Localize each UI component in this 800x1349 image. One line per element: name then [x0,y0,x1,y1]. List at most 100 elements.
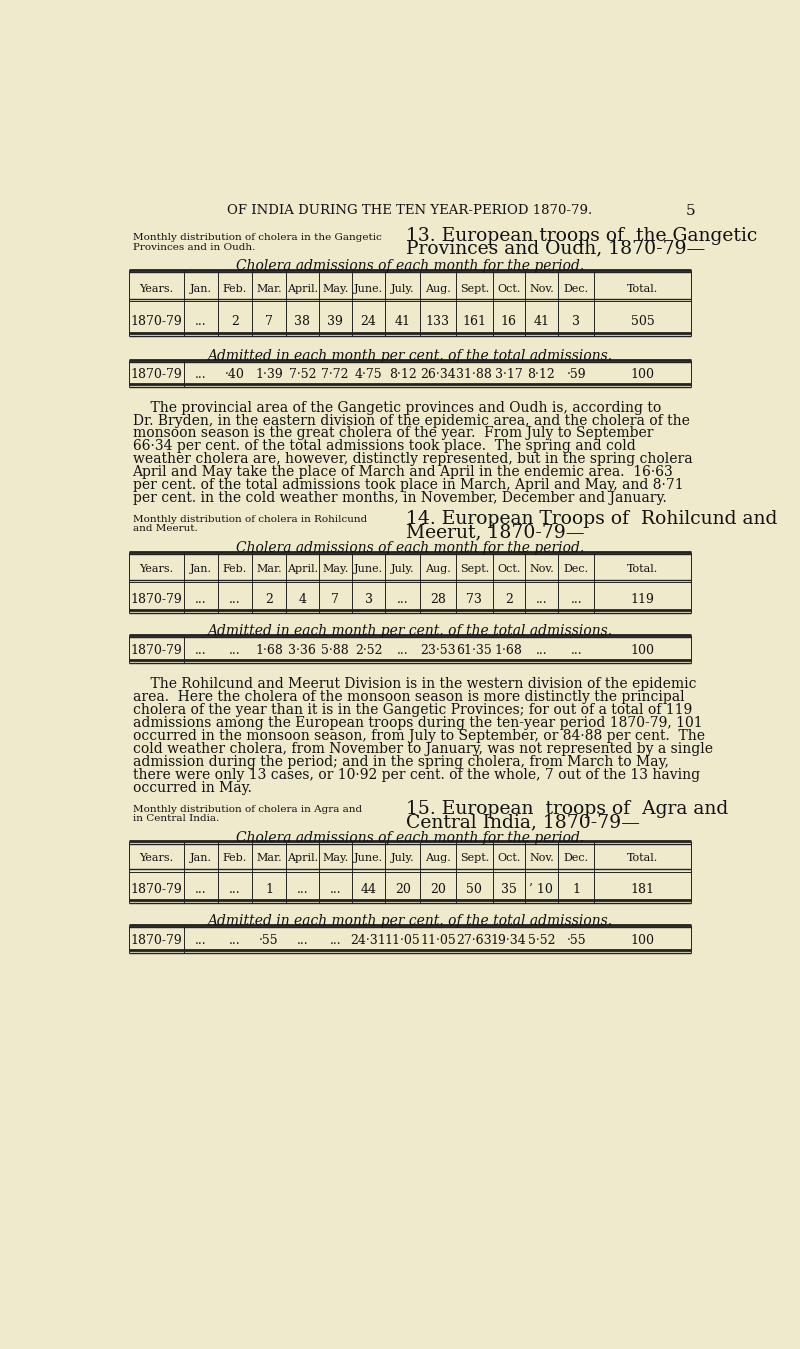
Text: Years.: Years. [139,283,174,294]
Text: Meerut, 1870-79—: Meerut, 1870-79— [406,523,585,541]
Text: 50: 50 [466,882,482,896]
Text: 1870-79: 1870-79 [130,643,182,657]
Text: 66·34 per cent. of the total admissions took place.  The spring and cold: 66·34 per cent. of the total admissions … [133,440,635,453]
Text: 2: 2 [231,314,238,328]
Text: ·40: ·40 [225,368,245,380]
Text: Jan.: Jan. [190,854,212,863]
Text: 7·72: 7·72 [322,368,349,380]
Text: 1: 1 [572,882,580,896]
Text: Years.: Years. [139,564,174,573]
Text: Total.: Total. [627,283,658,294]
Text: 2·52: 2·52 [354,643,382,657]
Text: ...: ... [297,882,308,896]
Text: April.: April. [286,564,318,573]
Text: ...: ... [229,643,241,657]
Text: Monthly distribution of cholera in Rohilcund: Monthly distribution of cholera in Rohil… [133,515,366,523]
Text: 1870-79: 1870-79 [130,934,182,947]
Text: 1·39: 1·39 [255,368,283,380]
Text: 1·68: 1·68 [495,643,522,657]
Text: ...: ... [229,882,241,896]
Text: 24·31: 24·31 [350,934,386,947]
Text: ...: ... [229,934,241,947]
Text: Dr. Bryden, in the eastern division of the epidemic area, and the cholera of the: Dr. Bryden, in the eastern division of t… [133,414,690,428]
Text: ·55: ·55 [566,934,586,947]
Text: 119: 119 [630,594,654,606]
Text: 1870-79: 1870-79 [130,594,182,606]
Text: 7: 7 [265,314,273,328]
Text: 1: 1 [265,882,273,896]
Text: ...: ... [397,643,409,657]
Text: ...: ... [195,643,206,657]
Text: 20: 20 [430,882,446,896]
Text: 8·12: 8·12 [527,368,555,380]
Text: 2: 2 [505,594,513,606]
Text: ...: ... [570,594,582,606]
Text: 181: 181 [630,882,654,896]
Text: 11·05: 11·05 [385,934,421,947]
Text: Nov.: Nov. [529,854,554,863]
Text: July.: July. [391,283,414,294]
Text: Cholera admissions of each month for the period.: Cholera admissions of each month for the… [236,259,584,272]
Text: Admitted in each month per cent. of the total admissions.: Admitted in each month per cent. of the … [207,349,613,363]
Text: weather cholera are, however, distinctly represented, but in the spring cholera: weather cholera are, however, distinctly… [133,452,692,467]
Text: monsoon season is the great cholera of the year.  From July to September: monsoon season is the great cholera of t… [133,426,653,441]
Text: Admitted in each month per cent. of the total admissions.: Admitted in each month per cent. of the … [207,625,613,638]
Text: 28: 28 [430,594,446,606]
Text: 133: 133 [426,314,450,328]
Text: May.: May. [322,564,348,573]
Text: Jan.: Jan. [190,564,212,573]
Text: The provincial area of the Gangetic provinces and Oudh is, according to: The provincial area of the Gangetic prov… [133,401,661,414]
Text: May.: May. [322,854,348,863]
Text: Monthly distribution of cholera in the Gangetic: Monthly distribution of cholera in the G… [133,233,382,241]
Text: Dec.: Dec. [564,283,589,294]
Text: ...: ... [297,934,308,947]
Text: ...: ... [397,594,409,606]
Text: ...: ... [229,594,241,606]
Text: 2: 2 [265,594,273,606]
Text: 5·52: 5·52 [528,934,555,947]
Text: ...: ... [330,934,341,947]
Text: Aug.: Aug. [425,283,450,294]
Text: 39: 39 [327,314,343,328]
Text: June.: June. [354,564,383,573]
Text: Years.: Years. [139,854,174,863]
Text: 1870-79: 1870-79 [130,882,182,896]
Text: 5·88: 5·88 [322,643,349,657]
Text: 27·63: 27·63 [457,934,492,947]
Text: Sept.: Sept. [460,283,489,294]
Text: 35: 35 [501,882,517,896]
Text: June.: June. [354,283,383,294]
Text: June.: June. [354,854,383,863]
Text: 100: 100 [630,368,654,380]
Text: Oct.: Oct. [497,854,521,863]
Text: Admitted in each month per cent. of the total admissions.: Admitted in each month per cent. of the … [207,913,613,928]
Text: 73: 73 [466,594,482,606]
Text: occurred in the monsoon season, from July to September, or 84·88 per cent.  The: occurred in the monsoon season, from Jul… [133,728,705,743]
Text: Sept.: Sept. [460,564,489,573]
Text: 15. European  troops of  Agra and: 15. European troops of Agra and [406,800,728,817]
Text: Aug.: Aug. [425,564,450,573]
Text: Monthly distribution of cholera in Agra and: Monthly distribution of cholera in Agra … [133,804,362,813]
Text: 3: 3 [365,594,373,606]
Text: 161: 161 [462,314,486,328]
Text: admission during the period; and in the spring cholera, from March to May,: admission during the period; and in the … [133,755,669,769]
Text: Central India, 1870-79—: Central India, 1870-79— [406,813,640,831]
Text: 5: 5 [686,204,695,219]
Text: there were only 13 cases, or 10·92 per cent. of the whole, 7 out of the 13 havin: there were only 13 cases, or 10·92 per c… [133,768,700,782]
Text: 7: 7 [331,594,339,606]
Text: ...: ... [570,643,582,657]
Text: July.: July. [391,854,414,863]
Text: Dec.: Dec. [564,854,589,863]
Text: 44: 44 [361,882,377,896]
Text: in Central India.: in Central India. [133,813,219,823]
Text: 8·12: 8·12 [389,368,417,380]
Text: Oct.: Oct. [497,564,521,573]
Text: and Meerut.: and Meerut. [133,525,198,533]
Text: Feb.: Feb. [222,283,247,294]
Text: July.: July. [391,564,414,573]
Text: 3: 3 [572,314,580,328]
Text: 14. European Troops of  Rohilcund and: 14. European Troops of Rohilcund and [406,510,778,529]
Text: Provinces and Oudh, 1870-79—: Provinces and Oudh, 1870-79— [406,240,706,258]
Text: The Rohilcund and Meerut Division is in the western division of the epidemic: The Rohilcund and Meerut Division is in … [133,677,696,691]
Text: per cent. in the cold weather months, in November, December and January.: per cent. in the cold weather months, in… [133,491,666,505]
